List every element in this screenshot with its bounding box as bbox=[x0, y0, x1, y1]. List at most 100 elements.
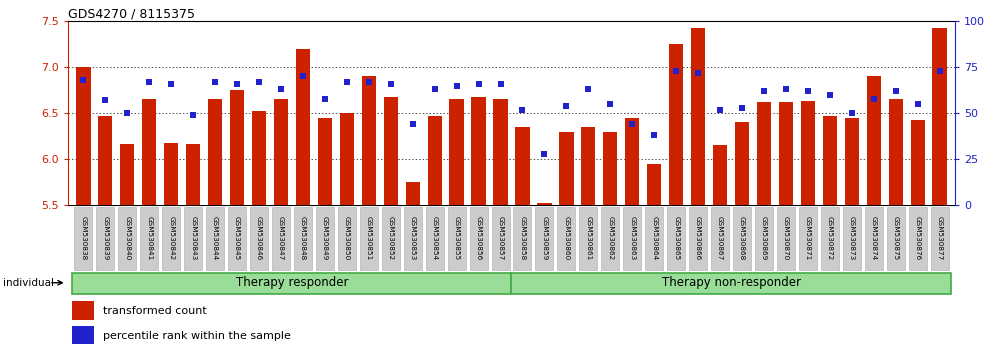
Text: GSM530876: GSM530876 bbox=[915, 216, 921, 260]
Bar bbox=[493, 99, 508, 205]
Bar bbox=[581, 127, 595, 205]
Bar bbox=[98, 116, 112, 205]
Bar bbox=[887, 207, 905, 270]
Bar bbox=[360, 207, 378, 270]
Bar bbox=[823, 116, 837, 205]
Bar bbox=[801, 101, 815, 205]
Bar bbox=[845, 118, 859, 205]
Bar bbox=[338, 207, 356, 270]
Bar bbox=[72, 301, 94, 320]
Bar bbox=[535, 207, 553, 270]
Text: GSM530868: GSM530868 bbox=[739, 216, 745, 260]
Bar bbox=[272, 207, 290, 270]
Bar bbox=[384, 97, 398, 205]
Bar bbox=[601, 207, 619, 270]
Bar bbox=[230, 90, 244, 205]
Text: GSM530871: GSM530871 bbox=[805, 216, 811, 260]
Text: individual: individual bbox=[3, 278, 54, 288]
Bar bbox=[162, 207, 180, 270]
Text: GSM530845: GSM530845 bbox=[234, 216, 240, 260]
Bar bbox=[691, 28, 705, 205]
Bar bbox=[513, 207, 531, 270]
Bar bbox=[779, 102, 793, 205]
Bar bbox=[142, 99, 156, 205]
Text: GSM530862: GSM530862 bbox=[607, 216, 613, 260]
Bar bbox=[140, 207, 158, 270]
Bar bbox=[579, 207, 597, 270]
Bar bbox=[96, 207, 114, 270]
Bar bbox=[647, 164, 661, 205]
Bar bbox=[120, 144, 134, 205]
Bar bbox=[118, 207, 136, 270]
Text: GSM530844: GSM530844 bbox=[212, 216, 218, 260]
Text: GSM530859: GSM530859 bbox=[541, 216, 547, 260]
Bar bbox=[889, 99, 903, 205]
Bar bbox=[843, 207, 861, 270]
Text: GSM530855: GSM530855 bbox=[454, 216, 460, 260]
Bar bbox=[316, 207, 334, 270]
Bar bbox=[865, 207, 883, 270]
Text: GSM530843: GSM530843 bbox=[190, 216, 196, 260]
Bar bbox=[645, 207, 663, 270]
Text: GSM530856: GSM530856 bbox=[476, 216, 482, 260]
Bar bbox=[404, 207, 422, 270]
Text: Therapy non-responder: Therapy non-responder bbox=[662, 276, 801, 289]
Bar bbox=[426, 207, 444, 270]
Bar bbox=[537, 204, 552, 205]
Bar bbox=[428, 116, 442, 205]
Text: GSM530841: GSM530841 bbox=[146, 216, 152, 260]
Text: GSM530869: GSM530869 bbox=[761, 216, 767, 260]
Bar bbox=[72, 273, 511, 293]
Bar bbox=[382, 207, 400, 270]
Bar bbox=[362, 76, 376, 205]
Bar bbox=[557, 207, 575, 270]
Bar bbox=[492, 207, 510, 270]
Bar bbox=[74, 207, 92, 270]
Bar bbox=[821, 207, 839, 270]
Text: GSM530840: GSM530840 bbox=[124, 216, 130, 260]
Text: transformed count: transformed count bbox=[103, 306, 207, 316]
Bar bbox=[250, 207, 268, 270]
Bar bbox=[931, 207, 949, 270]
Text: GSM530867: GSM530867 bbox=[717, 216, 723, 260]
Text: GSM530850: GSM530850 bbox=[344, 216, 350, 260]
Bar bbox=[667, 207, 685, 270]
Bar bbox=[625, 118, 639, 205]
Text: GSM530847: GSM530847 bbox=[278, 216, 284, 260]
Text: GSM530851: GSM530851 bbox=[366, 216, 372, 260]
Text: GSM530861: GSM530861 bbox=[585, 216, 591, 260]
Bar bbox=[206, 207, 224, 270]
Text: GSM530866: GSM530866 bbox=[695, 216, 701, 260]
Bar bbox=[911, 120, 925, 205]
Text: GSM530838: GSM530838 bbox=[80, 216, 86, 260]
Bar bbox=[296, 49, 310, 205]
Text: GSM530863: GSM530863 bbox=[629, 216, 635, 260]
Text: GSM530860: GSM530860 bbox=[563, 216, 569, 260]
Text: GSM530875: GSM530875 bbox=[893, 216, 899, 260]
Text: GSM530853: GSM530853 bbox=[410, 216, 416, 260]
Bar bbox=[603, 132, 617, 205]
Bar bbox=[406, 182, 420, 205]
Text: GSM530857: GSM530857 bbox=[498, 216, 504, 260]
Bar bbox=[318, 118, 332, 205]
Text: GSM530842: GSM530842 bbox=[168, 216, 174, 260]
Text: GSM530854: GSM530854 bbox=[432, 216, 438, 260]
Bar bbox=[799, 207, 817, 270]
Text: GSM530849: GSM530849 bbox=[322, 216, 328, 260]
Bar bbox=[340, 113, 354, 205]
Bar bbox=[867, 76, 881, 205]
Bar bbox=[623, 207, 641, 270]
Bar bbox=[559, 132, 574, 205]
Bar bbox=[184, 207, 202, 270]
Bar bbox=[713, 145, 727, 205]
Bar bbox=[932, 28, 947, 205]
Bar bbox=[208, 99, 222, 205]
Bar bbox=[72, 326, 94, 344]
Bar bbox=[777, 207, 795, 270]
Text: GSM530865: GSM530865 bbox=[673, 216, 679, 260]
Bar bbox=[274, 99, 288, 205]
Text: GDS4270 / 8115375: GDS4270 / 8115375 bbox=[68, 7, 195, 20]
Text: GSM530870: GSM530870 bbox=[783, 216, 789, 260]
Text: GSM530877: GSM530877 bbox=[937, 216, 943, 260]
Bar bbox=[689, 207, 707, 270]
